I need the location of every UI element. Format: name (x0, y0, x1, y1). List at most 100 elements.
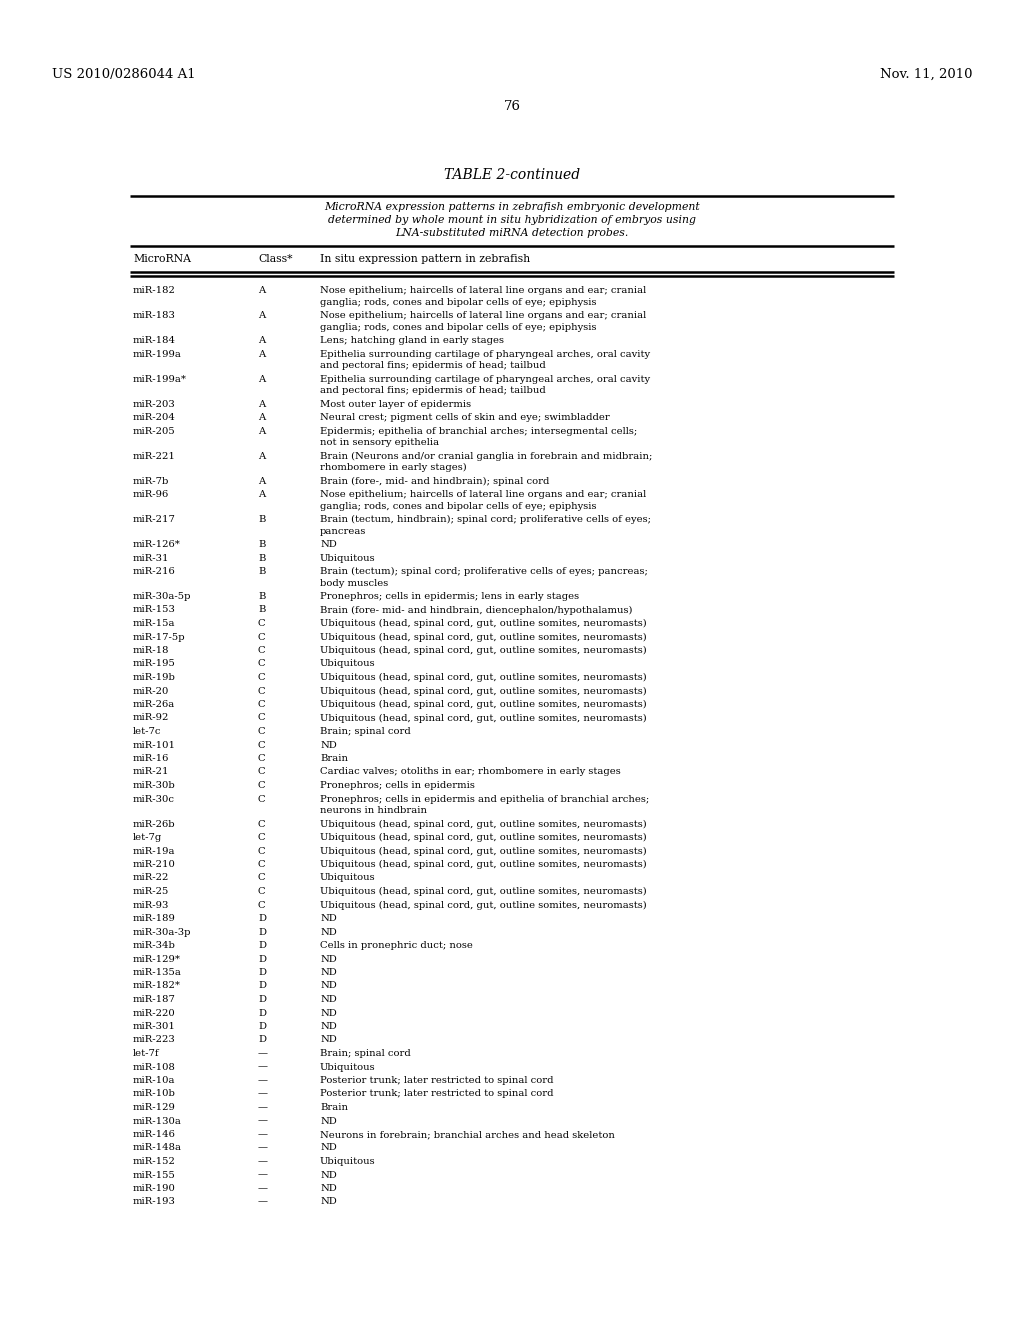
Text: Ubiquitous (head, spinal cord, gut, outline somites, neuromasts): Ubiquitous (head, spinal cord, gut, outl… (319, 833, 647, 842)
Text: Ubiquitous (head, spinal cord, gut, outline somites, neuromasts): Ubiquitous (head, spinal cord, gut, outl… (319, 861, 647, 869)
Text: Class*: Class* (258, 253, 293, 264)
Text: miR-30a-3p: miR-30a-3p (133, 928, 191, 936)
Text: miR-18: miR-18 (133, 645, 170, 655)
Text: 76: 76 (504, 100, 520, 114)
Text: ganglia; rods, cones and bipolar cells of eye; epiphysis: ganglia; rods, cones and bipolar cells o… (319, 323, 597, 331)
Text: and pectoral fins; epidermis of head; tailbud: and pectoral fins; epidermis of head; ta… (319, 362, 546, 371)
Text: Brain (fore-, mid- and hindbrain); spinal cord: Brain (fore-, mid- and hindbrain); spina… (319, 477, 549, 486)
Text: Pronephros; cells in epidermis; lens in early stages: Pronephros; cells in epidermis; lens in … (319, 591, 580, 601)
Text: Brain (tectum); spinal cord; proliferative cells of eyes; pancreas;: Brain (tectum); spinal cord; proliferati… (319, 568, 648, 576)
Text: D: D (258, 1035, 266, 1044)
Text: miR-30a-5p: miR-30a-5p (133, 591, 191, 601)
Text: Nose epithelium; haircells of lateral line organs and ear; cranial: Nose epithelium; haircells of lateral li… (319, 286, 646, 294)
Text: Brain; spinal cord: Brain; spinal cord (319, 727, 411, 737)
Text: miR-223: miR-223 (133, 1035, 176, 1044)
Text: miR-30c: miR-30c (133, 795, 175, 804)
Text: miR-17-5p: miR-17-5p (133, 632, 185, 642)
Text: In situ expression pattern in zebrafish: In situ expression pattern in zebrafish (319, 253, 530, 264)
Text: miR-96: miR-96 (133, 490, 169, 499)
Text: Neural crest; pigment cells of skin and eye; swimbladder: Neural crest; pigment cells of skin and … (319, 413, 609, 422)
Text: C: C (258, 833, 265, 842)
Text: miR-130a: miR-130a (133, 1117, 182, 1126)
Text: D: D (258, 968, 266, 977)
Text: Ubiquitous (head, spinal cord, gut, outline somites, neuromasts): Ubiquitous (head, spinal cord, gut, outl… (319, 673, 647, 682)
Text: miR-195: miR-195 (133, 660, 176, 668)
Text: and pectoral fins; epidermis of head; tailbud: and pectoral fins; epidermis of head; ta… (319, 387, 546, 395)
Text: Pronephros; cells in epidermis: Pronephros; cells in epidermis (319, 781, 475, 789)
Text: Brain: Brain (319, 1104, 348, 1111)
Text: miR-92: miR-92 (133, 714, 169, 722)
Text: ND: ND (319, 982, 337, 990)
Text: miR-20: miR-20 (133, 686, 169, 696)
Text: miR-210: miR-210 (133, 861, 176, 869)
Text: A: A (258, 451, 265, 461)
Text: Ubiquitous: Ubiquitous (319, 874, 376, 883)
Text: D: D (258, 941, 266, 950)
Text: A: A (258, 490, 265, 499)
Text: —: — (258, 1197, 268, 1206)
Text: C: C (258, 767, 265, 776)
Text: let-7c: let-7c (133, 727, 162, 737)
Text: B: B (258, 515, 265, 524)
Text: —: — (258, 1089, 268, 1098)
Text: miR-217: miR-217 (133, 515, 176, 524)
Text: C: C (258, 660, 265, 668)
Text: B: B (258, 606, 265, 615)
Text: C: C (258, 727, 265, 737)
Text: miR-7b: miR-7b (133, 477, 169, 486)
Text: miR-152: miR-152 (133, 1158, 176, 1166)
Text: Ubiquitous (head, spinal cord, gut, outline somites, neuromasts): Ubiquitous (head, spinal cord, gut, outl… (319, 887, 647, 896)
Text: Epidermis; epithelia of branchial arches; intersegmental cells;: Epidermis; epithelia of branchial arches… (319, 426, 637, 436)
Text: C: C (258, 700, 265, 709)
Text: —: — (258, 1117, 268, 1126)
Text: Posterior trunk; later restricted to spinal cord: Posterior trunk; later restricted to spi… (319, 1076, 554, 1085)
Text: C: C (258, 754, 265, 763)
Text: miR-21: miR-21 (133, 767, 170, 776)
Text: miR-19a: miR-19a (133, 846, 175, 855)
Text: Epithelia surrounding cartilage of pharyngeal arches, oral cavity: Epithelia surrounding cartilage of phary… (319, 350, 650, 359)
Text: Ubiquitous (head, spinal cord, gut, outline somites, neuromasts): Ubiquitous (head, spinal cord, gut, outl… (319, 632, 647, 642)
Text: A: A (258, 413, 265, 422)
Text: let-7f: let-7f (133, 1049, 160, 1059)
Text: ganglia; rods, cones and bipolar cells of eye; epiphysis: ganglia; rods, cones and bipolar cells o… (319, 502, 597, 511)
Text: ND: ND (319, 1184, 337, 1193)
Text: A: A (258, 337, 265, 345)
Text: C: C (258, 741, 265, 750)
Text: Ubiquitous (head, spinal cord, gut, outline somites, neuromasts): Ubiquitous (head, spinal cord, gut, outl… (319, 645, 647, 655)
Text: miR-101: miR-101 (133, 741, 176, 750)
Text: miR-129: miR-129 (133, 1104, 176, 1111)
Text: determined by whole mount in situ hybridization of embryos using: determined by whole mount in situ hybrid… (328, 215, 696, 224)
Text: US 2010/0286044 A1: US 2010/0286044 A1 (52, 69, 196, 81)
Text: miR-15a: miR-15a (133, 619, 175, 628)
Text: miR-203: miR-203 (133, 400, 176, 408)
Text: ND: ND (319, 1008, 337, 1018)
Text: ND: ND (319, 540, 337, 549)
Text: C: C (258, 714, 265, 722)
Text: miR-10b: miR-10b (133, 1089, 176, 1098)
Text: ND: ND (319, 954, 337, 964)
Text: C: C (258, 795, 265, 804)
Text: Brain; spinal cord: Brain; spinal cord (319, 1049, 411, 1059)
Text: Ubiquitous (head, spinal cord, gut, outline somites, neuromasts): Ubiquitous (head, spinal cord, gut, outl… (319, 900, 647, 909)
Text: —: — (258, 1184, 268, 1193)
Text: ND: ND (319, 1117, 337, 1126)
Text: D: D (258, 954, 266, 964)
Text: —: — (258, 1158, 268, 1166)
Text: miR-19b: miR-19b (133, 673, 176, 682)
Text: Nose epithelium; haircells of lateral line organs and ear; cranial: Nose epithelium; haircells of lateral li… (319, 490, 646, 499)
Text: —: — (258, 1049, 268, 1059)
Text: —: — (258, 1171, 268, 1180)
Text: C: C (258, 645, 265, 655)
Text: Ubiquitous: Ubiquitous (319, 660, 376, 668)
Text: LNA-substituted miRNA detection probes.: LNA-substituted miRNA detection probes. (395, 228, 629, 238)
Text: ND: ND (319, 968, 337, 977)
Text: miR-16: miR-16 (133, 754, 169, 763)
Text: miR-126*: miR-126* (133, 540, 181, 549)
Text: Most outer layer of epidermis: Most outer layer of epidermis (319, 400, 471, 408)
Text: miR-34b: miR-34b (133, 941, 176, 950)
Text: A: A (258, 350, 265, 359)
Text: —: — (258, 1143, 268, 1152)
Text: C: C (258, 900, 265, 909)
Text: A: A (258, 400, 265, 408)
Text: Ubiquitous (head, spinal cord, gut, outline somites, neuromasts): Ubiquitous (head, spinal cord, gut, outl… (319, 686, 647, 696)
